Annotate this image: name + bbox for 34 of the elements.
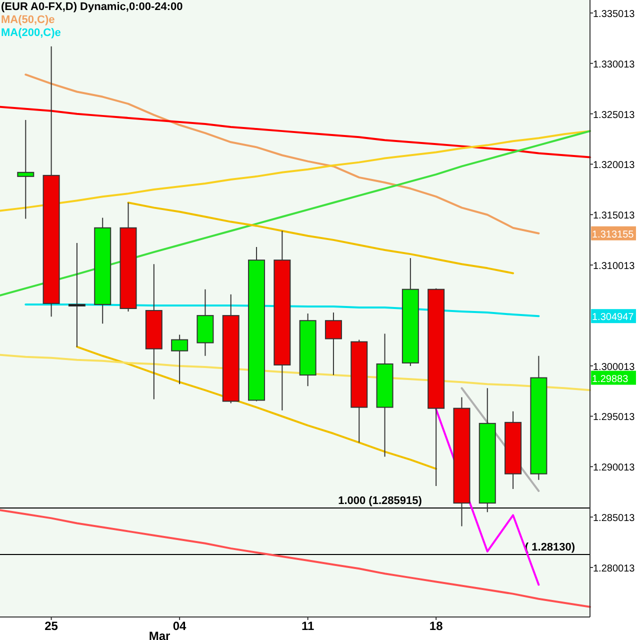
text: 1.29883 <box>592 374 628 385</box>
candlestick <box>324 312 342 376</box>
text: MA(200,C)e <box>1 27 61 39</box>
x-tick-label: 25 <box>44 619 58 633</box>
line-series <box>24 74 540 234</box>
y-tick-label: 1.335013 <box>593 8 636 20</box>
y-tick-label: 1.315013 <box>593 210 636 222</box>
line-series <box>0 106 591 158</box>
x-tick-label: 11 <box>301 619 314 633</box>
x-tick-label: 18 <box>429 619 444 633</box>
x-axis-title: Mar <box>148 629 171 640</box>
y-tick-label: 1.330013 <box>593 59 636 70</box>
y-tick-label: 1.320013 <box>593 160 636 172</box>
line-series <box>0 130 591 212</box>
y-tick-label: 1.285013 <box>593 513 636 524</box>
y-tick-label: 1.290013 <box>593 462 636 474</box>
y-tick-label: 1.325013 <box>593 110 636 121</box>
line-series <box>0 509 591 608</box>
candlestick <box>17 119 34 220</box>
y-tick-label: 1.310013 <box>593 261 636 272</box>
text: MA(50,C)e <box>1 14 55 26</box>
line-series <box>127 202 514 274</box>
y-tick-label: 1.280013 <box>593 563 636 574</box>
text: 1.304947 <box>592 312 634 324</box>
x-tick-label: 04 <box>172 619 187 633</box>
ref-line-label: 1.000 (1.285915) <box>338 494 422 507</box>
chart-title: (EUR A0-FX,D) Dynamic,0:00-24:00 <box>1 1 183 13</box>
candlestick <box>171 334 188 385</box>
line-series <box>0 130 591 296</box>
text: 1.313155 <box>592 229 634 240</box>
y-tick-label: 1.300013 <box>593 362 636 373</box>
line-series <box>76 346 438 470</box>
y-tick-label: 1.295013 <box>593 412 636 424</box>
candlestick <box>68 242 86 348</box>
